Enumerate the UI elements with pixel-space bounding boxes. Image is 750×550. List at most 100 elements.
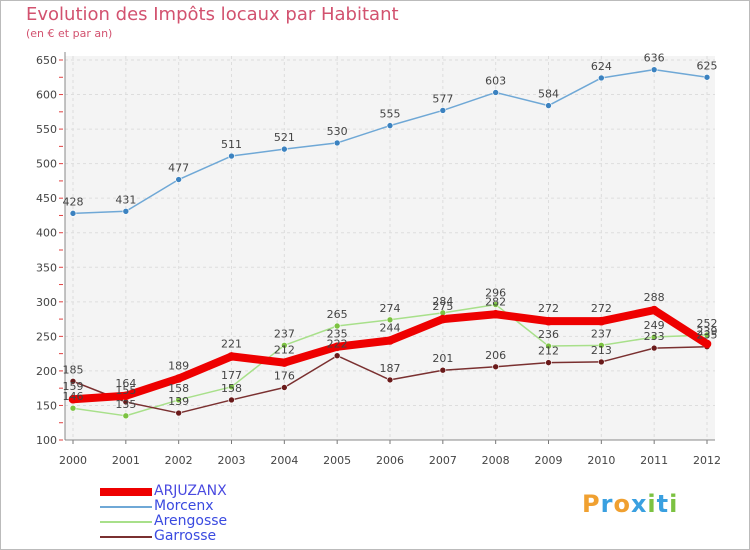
data-label-arengosse: 236	[538, 328, 559, 341]
y-tick-label: 550	[36, 123, 57, 136]
data-label-arjuzanx: 244	[380, 322, 401, 335]
data-label-arjuzanx: 272	[538, 302, 559, 315]
legend-swatch	[100, 506, 152, 508]
logo-letter: P	[582, 490, 601, 518]
legend-item: Garrosse	[100, 528, 340, 544]
data-label-arjuzanx: 288	[644, 291, 665, 304]
data-point-arjuzanx	[544, 316, 553, 326]
data-point-morcenx	[598, 74, 605, 82]
data-point-arengosse	[386, 316, 394, 324]
data-point-arjuzanx	[280, 358, 289, 367]
data-label-morcenx: 555	[380, 108, 401, 121]
y-tick-label: 500	[36, 158, 57, 171]
chart-subtitle: (en € et par an)	[26, 27, 113, 40]
data-point-arengosse	[281, 342, 288, 349]
data-point-arjuzanx	[597, 316, 606, 326]
data-point-arengosse	[598, 342, 605, 349]
proxiti-logo: Proxiti	[582, 490, 678, 518]
logo-letter: o	[613, 490, 631, 518]
logo-letter: i	[647, 490, 657, 518]
x-tick-label: 2011	[640, 454, 668, 467]
data-label-arjuzanx: 235	[327, 328, 348, 341]
data-point-garrosse	[281, 384, 288, 391]
data-label-arengosse: 158	[168, 382, 189, 395]
data-label-garrosse: 201	[432, 352, 453, 365]
data-point-garrosse	[650, 344, 658, 352]
data-label-arengosse: 265	[327, 308, 348, 321]
legend-label: ARJUZANX	[154, 483, 227, 499]
data-point-morcenx	[281, 145, 288, 153]
data-label-arengosse: 249	[644, 319, 665, 332]
data-label-morcenx: 603	[485, 74, 506, 87]
data-point-garrosse	[598, 358, 605, 366]
data-point-morcenx	[703, 73, 711, 81]
data-label-arjuzanx: 189	[168, 360, 189, 373]
chart-title: Evolution des Impôts locaux par Habitant	[26, 4, 399, 25]
data-label-garrosse: 233	[644, 330, 665, 343]
x-tick-label: 2001	[112, 454, 140, 467]
data-point-arengosse	[492, 301, 499, 308]
legend-label: Morcenx	[154, 498, 214, 514]
data-label-garrosse: 213	[591, 344, 612, 357]
data-label-arjuzanx: 282	[485, 295, 506, 308]
data-label-arengosse: 237	[274, 327, 295, 340]
data-point-arengosse	[650, 333, 658, 341]
data-label-morcenx: 530	[327, 125, 348, 138]
y-tick-label: 200	[36, 365, 57, 378]
data-label-arjuzanx: 212	[274, 344, 295, 357]
data-label-garrosse: 155	[115, 384, 136, 397]
logo-letter: i	[669, 490, 679, 518]
data-point-arjuzanx	[121, 391, 131, 401]
data-label-arengosse: 177	[221, 369, 242, 382]
data-point-arengosse	[175, 396, 182, 404]
legend-item: ARJUZANX	[100, 483, 340, 499]
data-label-arengosse: 135	[115, 398, 136, 411]
data-label-arjuzanx: 164	[115, 377, 136, 390]
x-tick-label: 2003	[218, 454, 246, 467]
data-label-morcenx: 521	[274, 131, 295, 144]
data-label-morcenx: 477	[168, 162, 189, 175]
data-label-morcenx: 431	[115, 193, 136, 206]
data-label-arengosse: 274	[380, 302, 401, 315]
data-point-arjuzanx	[702, 339, 712, 349]
x-tick-label: 2012	[693, 454, 721, 467]
legend-swatch	[100, 488, 152, 496]
data-label-arjuzanx: 272	[591, 302, 612, 315]
data-point-arjuzanx	[227, 352, 236, 361]
data-point-arjuzanx	[332, 342, 342, 352]
data-point-garrosse	[386, 376, 394, 384]
y-tick-label: 100	[36, 434, 57, 447]
data-point-garrosse	[545, 359, 552, 366]
data-label-garrosse: 185	[63, 363, 84, 376]
chart-legend: ARJUZANX Morcenx Arengosse Garrosse	[100, 483, 340, 544]
data-label-morcenx: 577	[432, 92, 453, 105]
data-point-arjuzanx	[174, 374, 183, 383]
data-label-garrosse: 212	[538, 345, 559, 358]
x-tick-label: 2002	[165, 454, 193, 467]
y-tick-label: 600	[36, 89, 57, 102]
data-point-garrosse	[69, 377, 77, 385]
data-label-arjuzanx: 159	[63, 380, 84, 393]
data-label-morcenx: 636	[644, 52, 665, 65]
y-tick-label: 450	[36, 192, 57, 205]
data-point-morcenx	[175, 176, 182, 183]
x-tick-label: 2004	[270, 454, 298, 467]
data-point-morcenx	[122, 208, 130, 215]
data-point-garrosse	[228, 396, 235, 404]
data-label-arjuzanx: 221	[221, 337, 242, 350]
data-label-garrosse: 139	[168, 395, 189, 408]
data-label-garrosse: 206	[485, 349, 506, 362]
data-point-morcenx	[69, 210, 77, 217]
data-point-arjuzanx	[491, 309, 500, 319]
legend-swatch	[100, 536, 152, 538]
x-tick-label: 2006	[376, 454, 404, 467]
y-tick-label: 150	[36, 399, 57, 412]
y-tick-label: 350	[36, 261, 57, 274]
data-label-garrosse: 187	[380, 362, 401, 375]
logo-letter: t	[656, 490, 670, 518]
data-label-garrosse: 158	[221, 382, 242, 395]
data-label-arengosse: 284	[432, 295, 453, 308]
data-point-arjuzanx	[385, 336, 395, 345]
logo-letter: r	[600, 490, 614, 518]
data-label-arengosse: 146	[63, 390, 84, 403]
